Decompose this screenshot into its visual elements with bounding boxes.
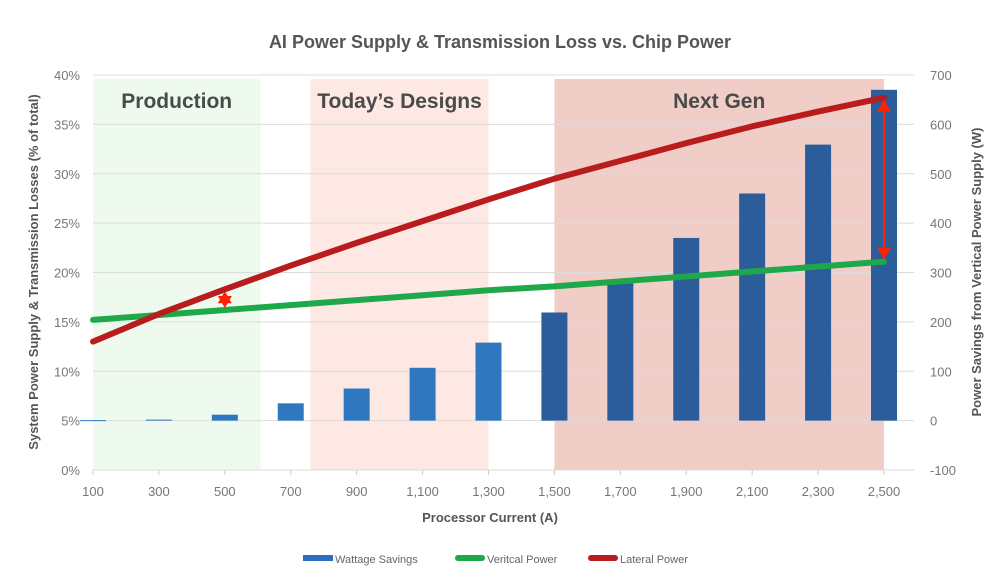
region-label: Production [121, 90, 232, 113]
y2-axis-label: Power Savings from Vertical Power Supply… [969, 128, 984, 417]
y-tick-label: 35% [54, 117, 80, 132]
arrow-down-head [877, 247, 891, 260]
legend-label: Lateral Power [620, 554, 688, 566]
annotations [217, 99, 891, 309]
x-tick-label: 2,100 [736, 484, 769, 499]
x-tick-label: 2,300 [802, 484, 835, 499]
y-axis-label: System Power Supply & Transmission Losse… [26, 94, 41, 449]
x-tick-label: 900 [346, 484, 368, 499]
line-lateral-power [90, 94, 887, 345]
lines [90, 94, 887, 345]
y2-tick-label: 500 [930, 167, 952, 182]
bar-wattage-savings [475, 342, 502, 421]
legend-swatch [455, 555, 485, 561]
y2-tick-label: 100 [930, 364, 952, 379]
bar-wattage-savings [805, 144, 832, 421]
legend-label: Wattage Savings [335, 554, 418, 566]
y-tick-label: 5% [61, 414, 80, 429]
x-tick-label: 1,100 [406, 484, 439, 499]
y2-tick-label: 200 [930, 315, 952, 330]
x-tick-label: 1,300 [472, 484, 505, 499]
bar-wattage-savings [145, 419, 172, 421]
bar-wattage-savings [277, 403, 304, 421]
y-axis-right: -100 0 100 200 300 400 500 600 700 [930, 68, 956, 478]
x-tick-label: 2,500 [868, 484, 901, 499]
bar-wattage-savings [211, 414, 238, 421]
y2-tick-label: 600 [930, 117, 952, 132]
x-tick-label: 1,700 [604, 484, 637, 499]
legend: Wattage Savings Veritcal Power Lateral Pow… [303, 554, 688, 566]
y2-tick-label: 300 [930, 266, 952, 281]
legend-label: Veritcal Power [487, 554, 558, 566]
y-tick-label: 15% [54, 315, 80, 330]
y2-tick-label: 0 [930, 414, 937, 429]
legend-swatch [588, 555, 618, 561]
y-axis-left: 0% 5% 10% 15% 20% 25% 30% 35% 40% [54, 68, 80, 478]
region-labels: Production Today’s Designs Next Gen [121, 90, 765, 113]
region-label: Next Gen [673, 90, 765, 113]
line-veritcal-power [90, 258, 887, 323]
legend-swatch [303, 555, 333, 561]
y-tick-label: 25% [54, 216, 80, 231]
region-band [310, 79, 489, 470]
bar-wattage-savings [541, 312, 568, 421]
y-tick-label: 30% [54, 167, 80, 182]
x-axis-label: Processor Current (A) [422, 510, 558, 525]
bars [80, 89, 897, 422]
chart-title: AI Power Supply & Transmission Loss vs. … [269, 32, 731, 52]
region-label: Today’s Designs [317, 90, 482, 113]
x-tick-label: 1,900 [670, 484, 703, 499]
y-tick-label: 20% [54, 266, 80, 281]
y-tick-label: 0% [61, 463, 80, 478]
region-band [93, 79, 261, 470]
bar-wattage-savings [607, 279, 634, 421]
x-axis: 100 300 500 700 900 1,100 1,300 1,500 1,700 1,900… [82, 470, 900, 499]
bar-wattage-savings [343, 388, 370, 421]
y-tick-label: 40% [54, 68, 80, 83]
y2-tick-label: 400 [930, 216, 952, 231]
x-tick-label: 1,500 [538, 484, 571, 499]
x-tick-label: 700 [280, 484, 302, 499]
y2-tick-label: 700 [930, 68, 952, 83]
bar-wattage-savings [739, 193, 766, 421]
bar-wattage-savings [409, 367, 436, 421]
x-tick-label: 500 [214, 484, 236, 499]
x-tick-label: 100 [82, 484, 104, 499]
bar-wattage-savings [80, 420, 106, 422]
arrow-up-head [877, 99, 891, 112]
y2-tick-label: -100 [930, 463, 956, 478]
bar-wattage-savings [673, 237, 700, 421]
y-tick-label: 10% [54, 364, 80, 379]
x-tick-label: 300 [148, 484, 170, 499]
arrow-down-head [217, 296, 232, 309]
